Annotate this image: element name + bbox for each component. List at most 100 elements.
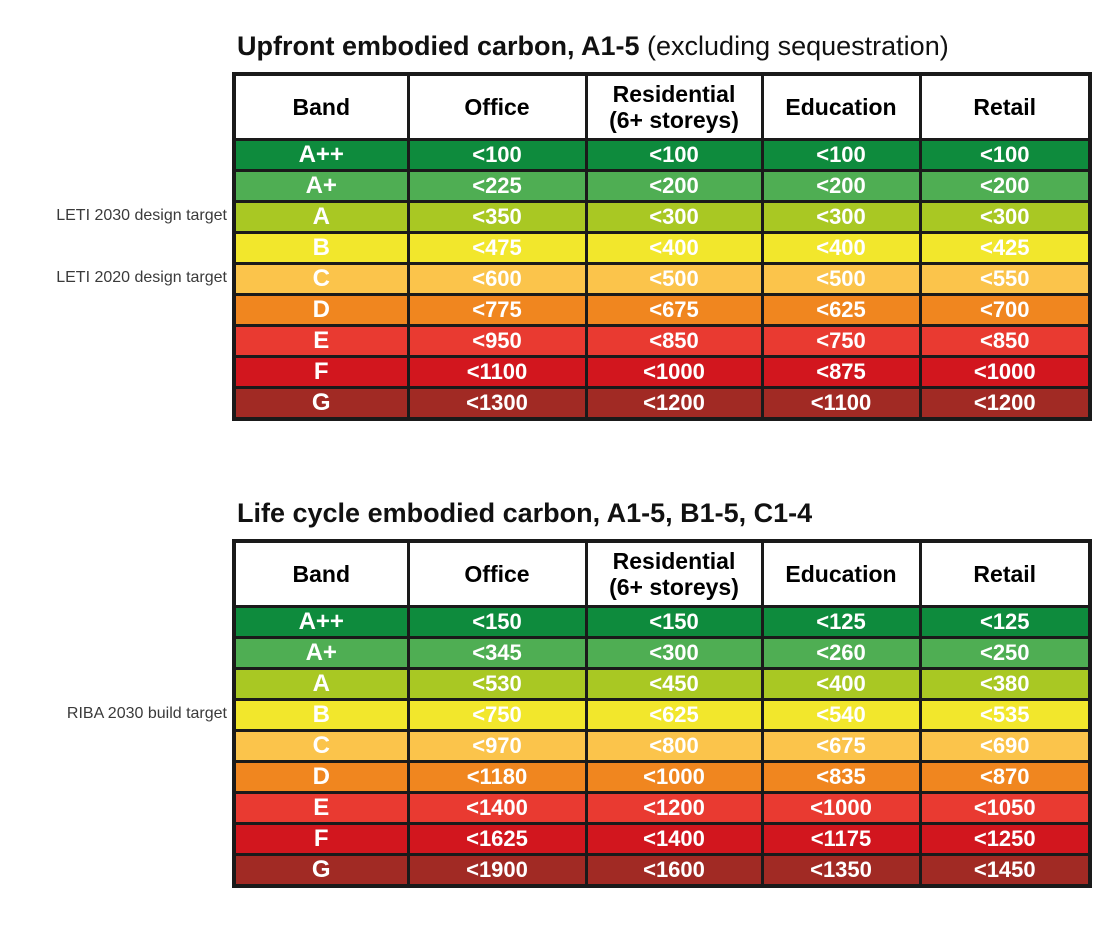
value-cell: <100 [406,138,588,172]
band-cell: D [232,293,410,327]
value-cell: <750 [760,324,922,358]
band-row-G: G <1300 <1200 <1100 <1200 [232,386,1092,421]
value-cell: <1000 [760,791,922,825]
band-cell: B [232,698,410,732]
value-cell: <100 [918,138,1092,172]
value-cell: <1300 [406,386,588,421]
value-cell: <150 [406,605,588,639]
value-cell: <1625 [406,822,588,856]
value-cell: <530 [406,667,588,701]
band-row-C: C <970 <800 <675 <690 [232,729,1092,763]
band-cell: B [232,231,410,265]
band-row-F: F <1100 <1000 <875 <1000 [232,355,1092,389]
header-row: Band Office Residential (6+ storeys) Educati… [232,72,1092,141]
value-cell: <300 [918,200,1092,234]
value-cell: <345 [406,636,588,670]
value-cell: <1180 [406,760,588,794]
band-cell: A++ [232,138,410,172]
value-cell: <125 [918,605,1092,639]
upfront-table-title: Upfront embodied carbon, A1-5 (excluding… [237,30,949,62]
band-row-A: A <350 <300 <300 <300 [232,200,1092,234]
value-cell: <850 [918,324,1092,358]
value-cell: <775 [406,293,588,327]
value-cell: <400 [760,667,922,701]
value-cell: <675 [760,729,922,763]
band-cell: E [232,324,410,358]
band-cell: C [232,262,410,296]
lifecycle-title-main: Life cycle embodied carbon, A1-5, B1-5, … [237,498,813,528]
band-row-G: G <1900 <1600 <1350 <1450 [232,853,1092,888]
band-row-Aplus: A+ <345 <300 <260 <250 [232,636,1092,670]
value-cell: <970 [406,729,588,763]
band-row-F: F <1625 <1400 <1175 <1250 [232,822,1092,856]
value-cell: <850 [584,324,764,358]
value-cell: <1000 [584,760,764,794]
value-cell: <225 [406,169,588,203]
value-cell: <1100 [760,386,922,421]
value-cell: <1200 [584,386,764,421]
value-cell: <1400 [406,791,588,825]
band-cell: C [232,729,410,763]
value-cell: <875 [760,355,922,389]
value-cell: <1200 [918,386,1092,421]
band-row-B: B <750 <625 <540 <535 [232,698,1092,732]
upfront-carbon-table: Band Office Residential (6+ storeys) Educati… [232,72,1092,421]
band-cell: A++ [232,605,410,639]
band-row-E: E <950 <850 <750 <850 [232,324,1092,358]
band-row-Aplusplus: A++ <150 <150 <125 <125 [232,605,1092,639]
value-cell: <150 [584,605,764,639]
band-cell: A+ [232,169,410,203]
band-row-B: B <475 <400 <400 <425 [232,231,1092,265]
value-cell: <1050 [918,791,1092,825]
value-cell: <125 [760,605,922,639]
side-label: LETI 2020 design target [56,268,227,286]
value-cell: <425 [918,231,1092,265]
value-cell: <100 [584,138,764,172]
band-row-C: C <600 <500 <500 <550 [232,262,1092,296]
side-label: LETI 2030 design target [56,206,227,224]
value-cell: <400 [584,231,764,265]
band-row-Aplusplus: A++ <100 <100 <100 <100 [232,138,1092,172]
value-cell: <1450 [918,853,1092,888]
value-cell: <800 [584,729,764,763]
column-header-residential: Residential (6+ storeys) [584,539,764,608]
value-cell: <1350 [760,853,922,888]
value-cell: <600 [406,262,588,296]
value-cell: <300 [584,200,764,234]
band-cell: A [232,200,410,234]
value-cell: <870 [918,760,1092,794]
value-cell: <500 [760,262,922,296]
band-row-A: A <530 <450 <400 <380 [232,667,1092,701]
band-row-D: D <775 <675 <625 <700 [232,293,1092,327]
value-cell: <625 [760,293,922,327]
band-row-E: E <1400 <1200 <1000 <1050 [232,791,1092,825]
band-cell: F [232,355,410,389]
value-cell: <690 [918,729,1092,763]
side-label: RIBA 2030 build target [66,704,227,722]
value-cell: <700 [918,293,1092,327]
column-header-education: Education [760,539,922,608]
value-cell: <1000 [584,355,764,389]
band-cell: F [232,822,410,856]
value-cell: <950 [406,324,588,358]
value-cell: <350 [406,200,588,234]
lifecycle-carbon-table: Band Office Residential (6+ storeys) Educati… [232,539,1092,888]
value-cell: <300 [584,636,764,670]
column-header-office: Office [406,539,588,608]
value-cell: <300 [760,200,922,234]
value-cell: <260 [760,636,922,670]
value-cell: <380 [918,667,1092,701]
value-cell: <625 [584,698,764,732]
value-cell: <400 [760,231,922,265]
value-cell: <1000 [918,355,1092,389]
column-header-retail: Retail [918,72,1092,141]
upfront-title-suffix: (excluding sequestration) [639,31,949,61]
band-cell: G [232,853,410,888]
value-cell: <750 [406,698,588,732]
value-cell: <540 [760,698,922,732]
value-cell: <835 [760,760,922,794]
value-cell: <200 [918,169,1092,203]
value-cell: <200 [760,169,922,203]
value-cell: <250 [918,636,1092,670]
